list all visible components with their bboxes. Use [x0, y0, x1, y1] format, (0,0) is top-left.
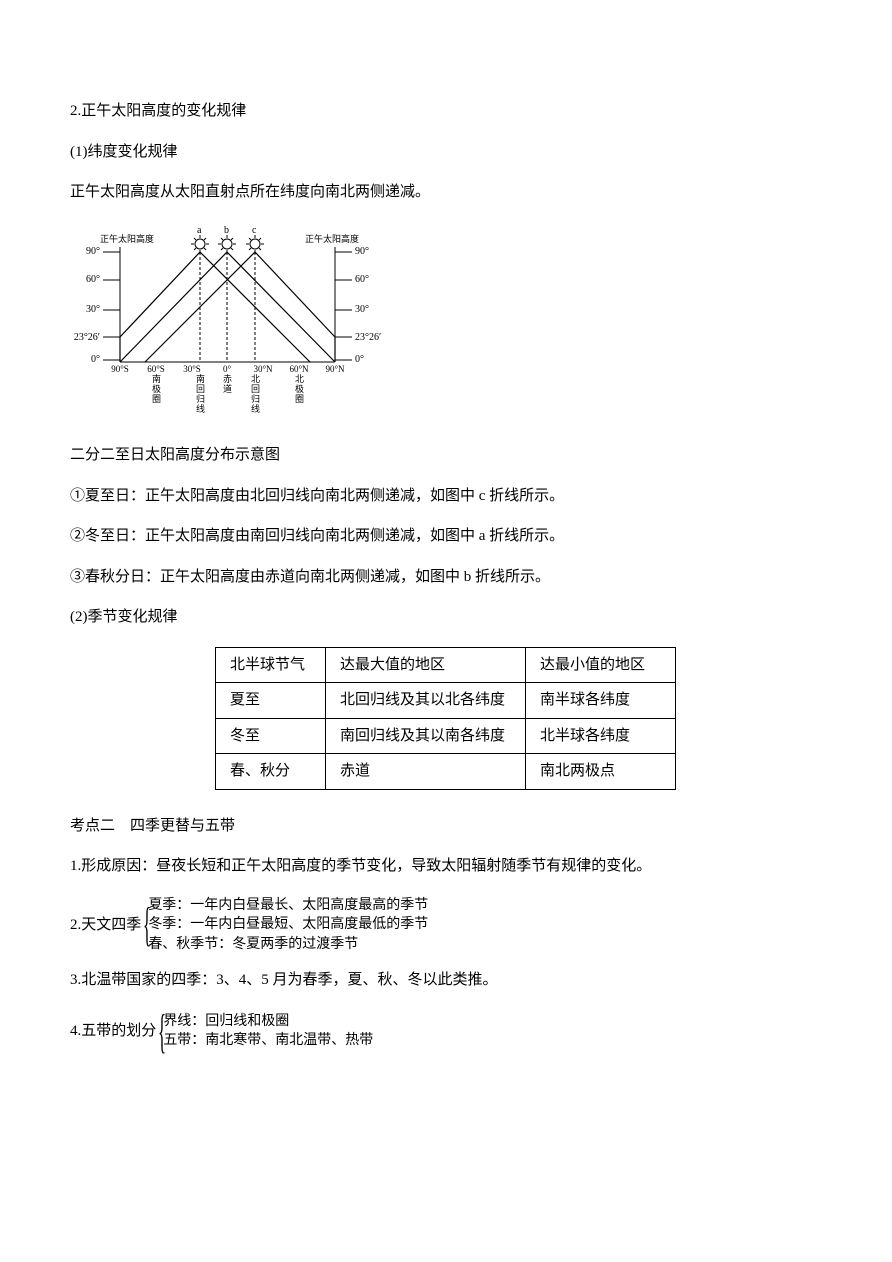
cell: 冬至	[216, 718, 326, 754]
diagram-caption: 二分二至日太阳高度分布示意图	[70, 444, 822, 467]
zone-line: 界线：回归线和极圈	[163, 1012, 373, 1032]
svg-text:0°: 0°	[91, 354, 100, 365]
rule-winter: ②冬至日：正午太阳高度由南回归线向南北两侧递减，如图中 a 折线所示。	[70, 525, 822, 548]
right-axis-title: 正午太阳高度	[305, 233, 359, 244]
table-row: 北半球节气 达最大值的地区 达最小值的地区	[216, 647, 676, 683]
season-line: 春、秋季节：冬夏两季的过渡季节	[148, 935, 428, 955]
svg-text:圈: 圈	[295, 394, 304, 404]
cell: 北半球各纬度	[526, 718, 676, 754]
left-axis-title: 正午太阳高度	[100, 233, 154, 244]
season-line: 夏季：一年内白昼最长、太阳高度最高的季节	[148, 896, 428, 916]
svg-text:赤: 赤	[223, 374, 232, 384]
season-line: 冬季：一年内白昼最短、太阳高度最低的季节	[148, 915, 428, 935]
rule-summer: ①夏至日：正午太阳高度由北回归线向南北两侧递减，如图中 c 折线所示。	[70, 485, 822, 508]
season-table: 北半球节气 达最大值的地区 达最小值的地区 夏至 北回归线及其以北各纬度 南半球…	[215, 647, 676, 790]
section-2-title: 考点二 四季更替与五带	[70, 815, 822, 838]
svg-text:归: 归	[196, 393, 205, 404]
svg-text:60°N: 60°N	[289, 364, 309, 374]
svg-text:回: 回	[196, 384, 205, 394]
svg-text:90°N: 90°N	[325, 364, 345, 374]
cell: 南北两极点	[526, 754, 676, 790]
brace-icon: {	[143, 903, 151, 946]
seasons-prefix: 2.天文四季	[70, 914, 143, 937]
svg-text:南: 南	[152, 373, 161, 384]
brace-icon: {	[158, 1010, 166, 1053]
temperate-seasons: 3.北温带国家的四季：3、4、5 月为春季，夏、秋、冬以此类推。	[70, 969, 822, 992]
svg-text:圈: 圈	[152, 394, 161, 404]
cell: 北回归线及其以北各纬度	[326, 683, 526, 719]
svg-text:极: 极	[152, 383, 161, 394]
sun-a-icon: a	[191, 225, 209, 253]
cell: 春、秋分	[216, 754, 326, 790]
five-zones: 4.五带的划分 { 界线：回归线和极圈 五带：南北寒带、南北温带、热带	[70, 1010, 822, 1053]
table-row: 春、秋分 赤道 南北两极点	[216, 754, 676, 790]
cell: 北半球节气	[216, 647, 326, 683]
cell: 达最大值的地区	[326, 647, 526, 683]
cell: 达最小值的地区	[526, 647, 676, 683]
svg-text:b: b	[224, 225, 229, 236]
table-row: 冬至 南回归线及其以南各纬度 北半球各纬度	[216, 718, 676, 754]
sub-latitude-rule: (1)纬度变化规律	[70, 141, 822, 164]
svg-text:30°: 30°	[86, 304, 100, 315]
svg-text:北: 北	[295, 374, 304, 384]
svg-text:90°: 90°	[86, 246, 100, 257]
svg-text:0°: 0°	[355, 354, 364, 365]
svg-text:30°S: 30°S	[183, 364, 201, 374]
svg-text:90°S: 90°S	[111, 364, 129, 374]
cell: 赤道	[326, 754, 526, 790]
astronomical-seasons: 2.天文四季 { 夏季：一年内白昼最长、太阳高度最高的季节 冬季：一年内白昼最短…	[70, 896, 822, 955]
cell: 南半球各纬度	[526, 683, 676, 719]
sun-c-icon: c	[246, 225, 264, 253]
zones-prefix: 4.五带的划分	[70, 1020, 158, 1043]
svg-text:90°: 90°	[355, 246, 369, 257]
svg-text:60°: 60°	[86, 274, 100, 285]
rule-equinox: ③春秋分日：正午太阳高度由赤道向南北两侧递减，如图中 b 折线所示。	[70, 566, 822, 589]
diagram-svg: 正午太阳高度 90° 60° 30° 23°26′ 0° 正午太阳高度 90° …	[70, 222, 390, 422]
zones-list: 界线：回归线和极圈 五带：南北寒带、南北温带、热带	[161, 1012, 373, 1051]
svg-text:归: 归	[251, 393, 260, 404]
svg-text:60°S: 60°S	[147, 364, 165, 374]
svg-text:23°26′: 23°26′	[74, 332, 100, 343]
svg-text:北: 北	[251, 374, 260, 384]
cell: 南回归线及其以南各纬度	[326, 718, 526, 754]
svg-text:极: 极	[295, 383, 304, 394]
svg-text:线: 线	[196, 403, 205, 414]
svg-text:线: 线	[251, 403, 260, 414]
svg-text:30°N: 30°N	[253, 364, 273, 374]
svg-text:60°: 60°	[355, 274, 369, 285]
svg-text:0°: 0°	[223, 364, 232, 374]
svg-text:30°: 30°	[355, 304, 369, 315]
svg-text:23°26′: 23°26′	[355, 332, 381, 343]
svg-text:c: c	[252, 225, 257, 236]
sub-seasonal-rule: (2)季节变化规律	[70, 606, 822, 629]
svg-text:道: 道	[223, 383, 232, 394]
seasons-list: 夏季：一年内白昼最长、太阳高度最高的季节 冬季：一年内白昼最短、太阳高度最低的季…	[146, 896, 428, 955]
heading-rule: 2.正午太阳高度的变化规律	[70, 100, 822, 123]
svg-text:南: 南	[196, 373, 205, 384]
cell: 夏至	[216, 683, 326, 719]
sun-altitude-diagram: 正午太阳高度 90° 60° 30° 23°26′ 0° 正午太阳高度 90° …	[70, 222, 822, 430]
zone-line: 五带：南北寒带、南北温带、热带	[163, 1031, 373, 1051]
latitude-rule-text: 正午太阳高度从太阳直射点所在纬度向南北两侧递减。	[70, 181, 822, 204]
svg-text:a: a	[197, 225, 202, 236]
table-row: 夏至 北回归线及其以北各纬度 南半球各纬度	[216, 683, 676, 719]
svg-text:回: 回	[251, 384, 260, 394]
sun-b-icon: b	[218, 225, 236, 253]
cause-text: 1.形成原因：昼夜长短和正午太阳高度的季节变化，导致太阳辐射随季节有规律的变化。	[70, 855, 822, 878]
